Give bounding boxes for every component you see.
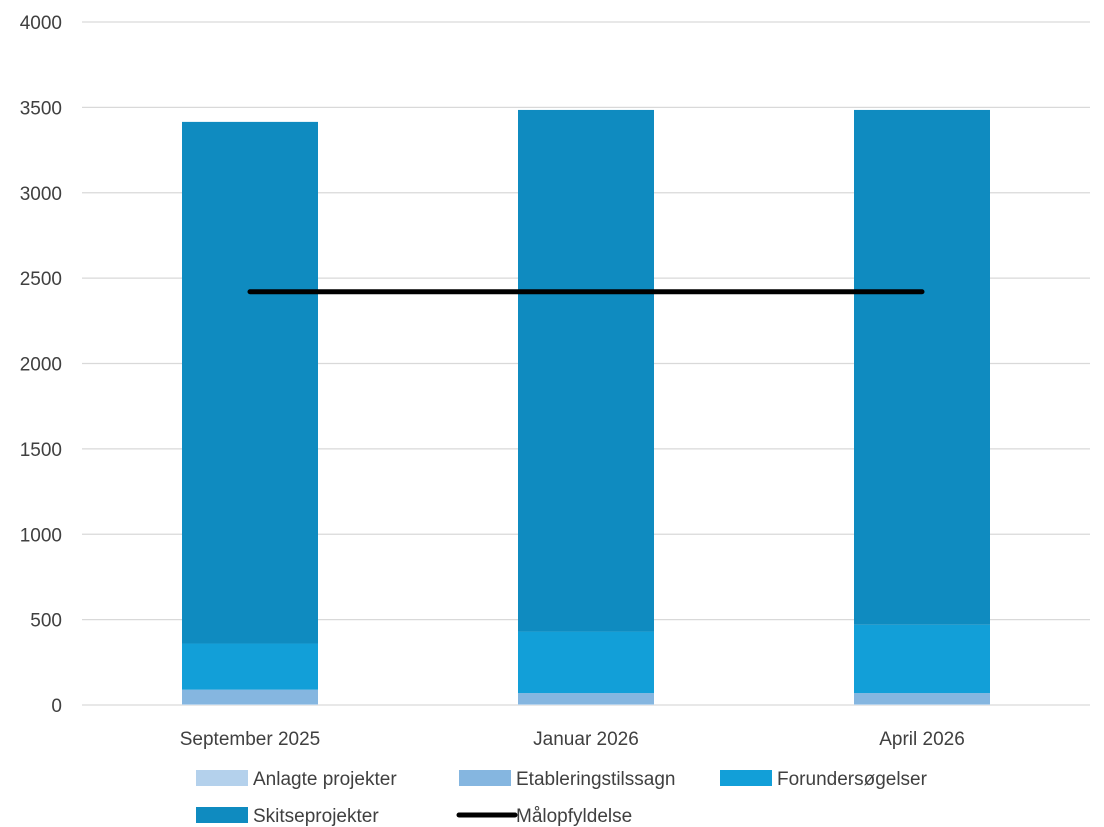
y-tick-label: 2000	[20, 355, 62, 376]
x-tick-label: April 2026	[879, 729, 965, 750]
x-tick-label: Januar 2026	[533, 729, 639, 750]
bar-segment-anlagte-projekter	[182, 704, 318, 705]
legend: Anlagte projekter Etableringstilssagn Foru…	[196, 769, 928, 827]
y-tick-label: 3500	[20, 98, 62, 119]
y-tick-label: 3000	[20, 184, 62, 205]
legend-item-etableringstilssagn: Etableringstilssagn	[459, 769, 675, 790]
legend-item-anlagte-projekter: Anlagte projekter	[196, 769, 397, 790]
bars	[182, 109, 990, 705]
y-tick-label: 1000	[20, 525, 62, 546]
bar-segment-forunders-gelser	[518, 631, 654, 694]
legend-label: Etableringstilssagn	[516, 769, 675, 790]
bar-segment-etableringstilssagn	[182, 689, 318, 705]
bar-segment-anlagte-projekter	[518, 704, 654, 705]
bar-segment-skitseprojekter	[854, 109, 990, 625]
legend-item-m-lopfyldelse: Målopfyldelse	[456, 806, 632, 827]
bar-segment-forunders-gelser	[854, 624, 990, 694]
legend-label: Skitseprojekter	[253, 806, 379, 827]
legend-swatch	[720, 770, 772, 786]
legend-label: Anlagte projekter	[253, 769, 397, 790]
legend-swatch	[196, 770, 248, 786]
y-tick-label: 0	[51, 696, 62, 717]
legend-label: Målopfyldelse	[516, 806, 632, 827]
legend-item-forunders-gelser: Forundersøgelser	[720, 769, 928, 790]
bar-segment-forunders-gelser	[182, 643, 318, 690]
bar-segment-anlagte-projekter	[854, 704, 990, 705]
x-tick-label: September 2025	[180, 729, 321, 750]
bar-segment-etableringstilssagn	[854, 693, 990, 705]
y-axis-tick-labels: 0 500 1000 1500 2000 2500 3000 3500 4000	[20, 13, 62, 717]
legend-label: Forundersøgelser	[777, 769, 928, 790]
x-axis-tick-labels: September 2025 Januar 2026 April 2026	[180, 729, 965, 750]
y-tick-label: 500	[30, 611, 62, 632]
bar-segment-etableringstilssagn	[518, 693, 654, 705]
y-tick-label: 2500	[20, 269, 62, 290]
legend-swatch	[459, 770, 511, 786]
bar-segment-skitseprojekter	[518, 109, 654, 632]
legend-item-skitseprojekter: Skitseprojekter	[196, 806, 379, 827]
y-tick-label: 1500	[20, 440, 62, 461]
bar-segment-skitseprojekter	[182, 121, 318, 644]
legend-swatch	[196, 807, 248, 823]
y-tick-label: 4000	[20, 13, 62, 34]
